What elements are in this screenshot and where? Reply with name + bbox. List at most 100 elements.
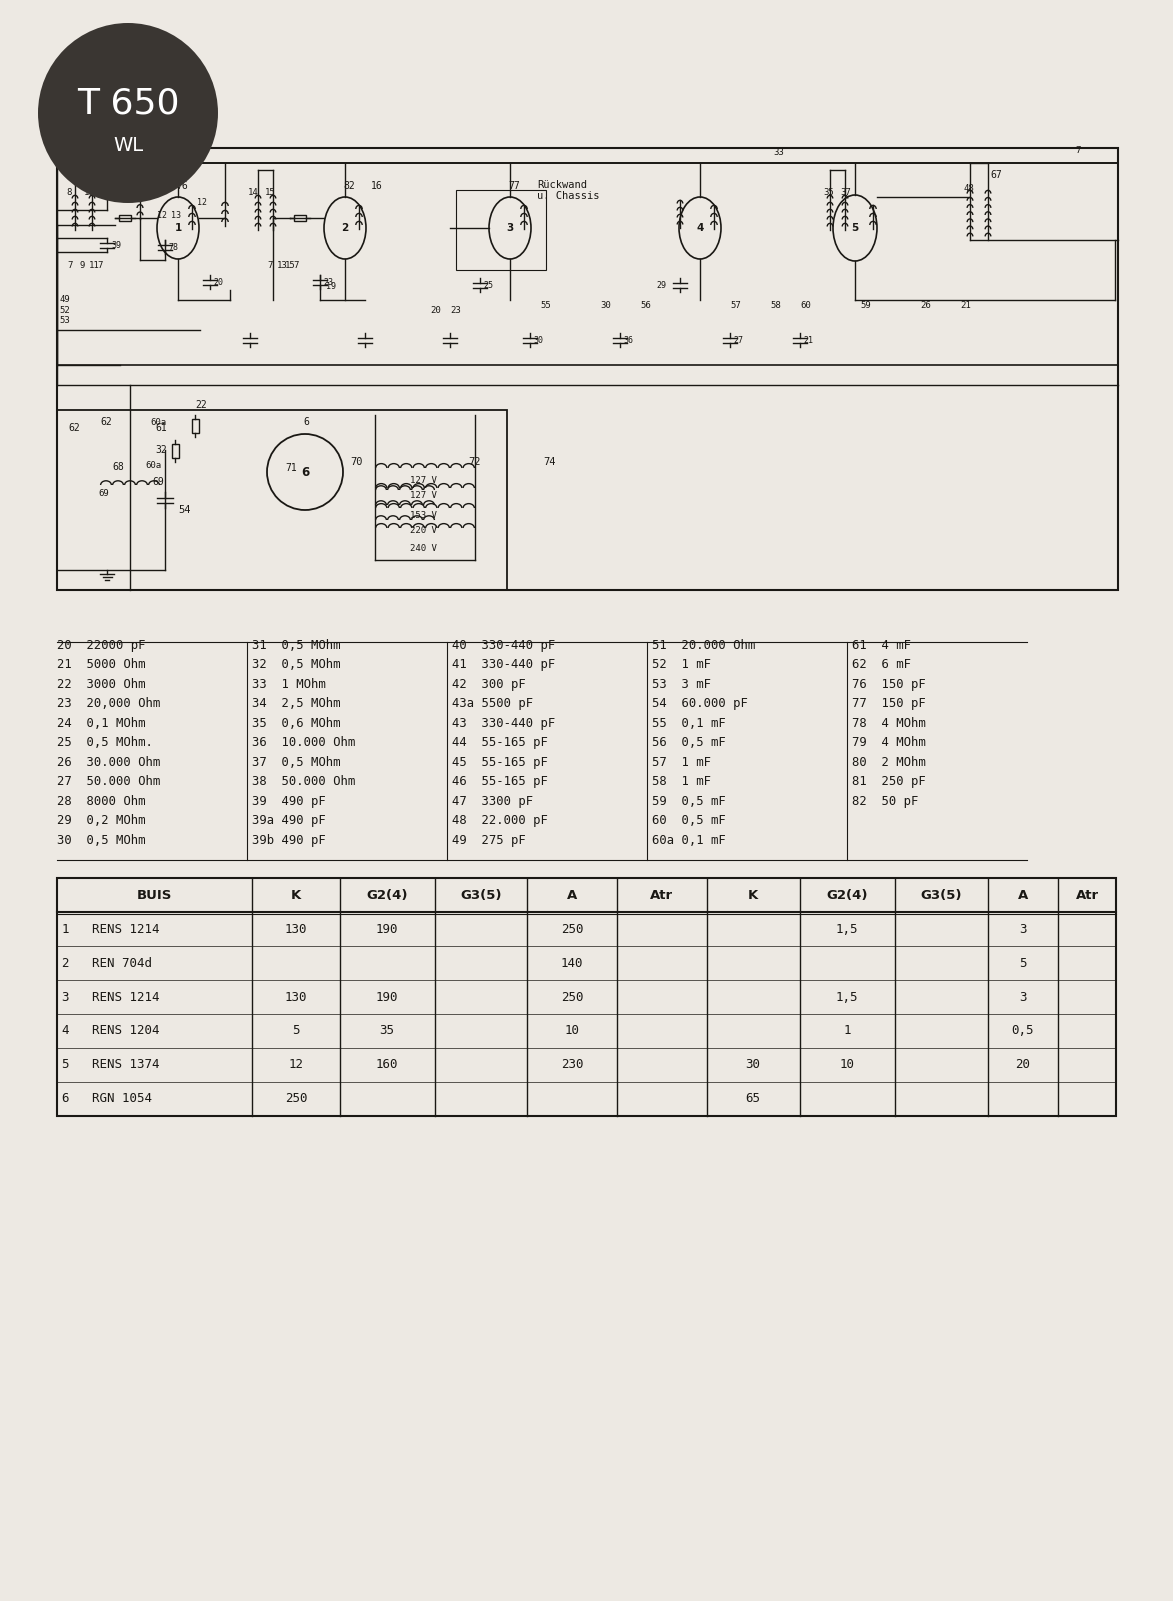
Text: 41  330-440 pF: 41 330-440 pF <box>452 658 555 671</box>
Text: 6: 6 <box>301 466 310 479</box>
Text: 39a 490 pF: 39a 490 pF <box>252 813 326 828</box>
Text: 77  150 pF: 77 150 pF <box>852 696 925 709</box>
Text: 56  0,5 mF: 56 0,5 mF <box>652 736 726 749</box>
Text: 60  0,5 mF: 60 0,5 mF <box>652 813 726 828</box>
Text: 44  55-165 pF: 44 55-165 pF <box>452 736 548 749</box>
Text: 14: 14 <box>248 187 259 197</box>
Text: 60a: 60a <box>145 461 161 469</box>
Text: 45  55-165 pF: 45 55-165 pF <box>452 756 548 768</box>
Text: 13: 13 <box>277 261 287 269</box>
Text: G3(5): G3(5) <box>460 889 502 901</box>
Text: 31  0,5 MOhm: 31 0,5 MOhm <box>252 639 340 652</box>
Text: 76  150 pF: 76 150 pF <box>852 677 925 690</box>
Text: 19: 19 <box>326 282 335 290</box>
Text: 30: 30 <box>746 1058 760 1071</box>
Text: Atr: Atr <box>651 889 673 901</box>
Text: 59  0,5 mF: 59 0,5 mF <box>652 794 726 807</box>
Text: 65: 65 <box>746 1092 760 1106</box>
Text: 7: 7 <box>293 261 298 269</box>
Text: 0,5: 0,5 <box>1012 1025 1035 1037</box>
Text: 1   RENS 1214: 1 RENS 1214 <box>62 922 160 935</box>
Text: 29: 29 <box>656 280 666 290</box>
Text: 39  490 pF: 39 490 pF <box>252 794 326 807</box>
Text: 52: 52 <box>59 306 69 314</box>
Text: 20  22000 pF: 20 22000 pF <box>57 639 145 652</box>
Text: 4: 4 <box>697 223 704 234</box>
Text: 58  1 mF: 58 1 mF <box>652 775 711 788</box>
Text: 190: 190 <box>375 991 399 1004</box>
Text: 78  4 MOhm: 78 4 MOhm <box>852 717 925 730</box>
Text: 69: 69 <box>152 477 164 487</box>
Text: 62  6 mF: 62 6 mF <box>852 658 911 671</box>
Bar <box>456 191 545 271</box>
Text: 57  1 mF: 57 1 mF <box>652 756 711 768</box>
Text: G2(4): G2(4) <box>366 889 408 901</box>
Text: 46  55-165 pF: 46 55-165 pF <box>452 775 548 788</box>
Text: 68: 68 <box>111 463 123 472</box>
Text: Atr: Atr <box>1076 889 1099 901</box>
Text: 160: 160 <box>375 1058 399 1071</box>
Text: 62: 62 <box>100 416 111 427</box>
Text: 7: 7 <box>97 261 102 269</box>
Text: 6   RGN 1054: 6 RGN 1054 <box>62 1092 152 1106</box>
Text: 22: 22 <box>195 400 206 410</box>
Text: 32  0,5 MOhm: 32 0,5 MOhm <box>252 658 340 671</box>
Text: 61: 61 <box>155 423 167 432</box>
Text: 37  0,5 MOhm: 37 0,5 MOhm <box>252 756 340 768</box>
Text: 43a 5500 pF: 43a 5500 pF <box>452 696 533 709</box>
Text: 62: 62 <box>68 423 80 432</box>
Text: 20: 20 <box>430 306 441 314</box>
Text: 250: 250 <box>285 1092 307 1106</box>
Text: 74: 74 <box>543 456 556 467</box>
Text: 3: 3 <box>1019 991 1026 1004</box>
Text: K: K <box>291 889 301 901</box>
Text: 35  0,6 MOhm: 35 0,6 MOhm <box>252 717 340 730</box>
Text: 27  50.000 Ohm: 27 50.000 Ohm <box>57 775 161 788</box>
Text: 11: 11 <box>89 261 100 269</box>
Text: 53: 53 <box>59 315 69 325</box>
Text: 80  2 MOhm: 80 2 MOhm <box>852 756 925 768</box>
Text: 127 V: 127 V <box>411 475 436 485</box>
Text: WL: WL <box>113 136 143 155</box>
Text: 5: 5 <box>292 1025 300 1037</box>
Text: 36: 36 <box>623 336 633 344</box>
Text: 60: 60 <box>91 165 102 175</box>
Text: 47  3300 pF: 47 3300 pF <box>452 794 533 807</box>
Text: 51  20.000 Ohm: 51 20.000 Ohm <box>652 639 755 652</box>
Text: 30: 30 <box>601 301 611 309</box>
Text: 48  22.000 pF: 48 22.000 pF <box>452 813 548 828</box>
Text: A: A <box>1018 889 1028 901</box>
Text: 38  50.000 Ohm: 38 50.000 Ohm <box>252 775 355 788</box>
Text: 12: 12 <box>157 210 167 219</box>
Text: 78: 78 <box>168 242 178 251</box>
Text: 10: 10 <box>840 1058 854 1071</box>
Text: 26: 26 <box>920 301 930 309</box>
Text: 33  1 MOhm: 33 1 MOhm <box>252 677 326 690</box>
Text: T 650: T 650 <box>76 86 179 120</box>
Text: 49  275 pF: 49 275 pF <box>452 834 526 847</box>
Text: 20: 20 <box>1016 1058 1031 1071</box>
Text: 8: 8 <box>66 187 72 197</box>
Text: 7: 7 <box>1074 146 1080 155</box>
Text: 2   REN 704d: 2 REN 704d <box>62 956 152 970</box>
Text: 76: 76 <box>176 181 188 191</box>
Text: 53  3 mF: 53 3 mF <box>652 677 711 690</box>
Text: 220 V: 220 V <box>411 525 436 535</box>
Text: 25  0,5 MOhm.: 25 0,5 MOhm. <box>57 736 152 749</box>
Text: 57: 57 <box>730 301 741 309</box>
Text: 56: 56 <box>640 301 651 309</box>
Text: 28  8000 Ohm: 28 8000 Ohm <box>57 794 145 807</box>
Text: 130: 130 <box>285 991 307 1004</box>
Text: Rückwand: Rückwand <box>537 179 586 191</box>
Text: 25: 25 <box>483 280 493 290</box>
Text: 140: 140 <box>561 956 583 970</box>
Circle shape <box>38 22 218 203</box>
Text: 9: 9 <box>80 261 86 269</box>
Text: BUIS: BUIS <box>136 889 171 901</box>
Text: 15: 15 <box>285 261 296 269</box>
Text: 60a: 60a <box>150 418 167 426</box>
Text: 67: 67 <box>990 170 1002 179</box>
Text: 21  5000 Ohm: 21 5000 Ohm <box>57 658 145 671</box>
Text: 15: 15 <box>265 187 276 197</box>
Text: 59: 59 <box>860 301 870 309</box>
